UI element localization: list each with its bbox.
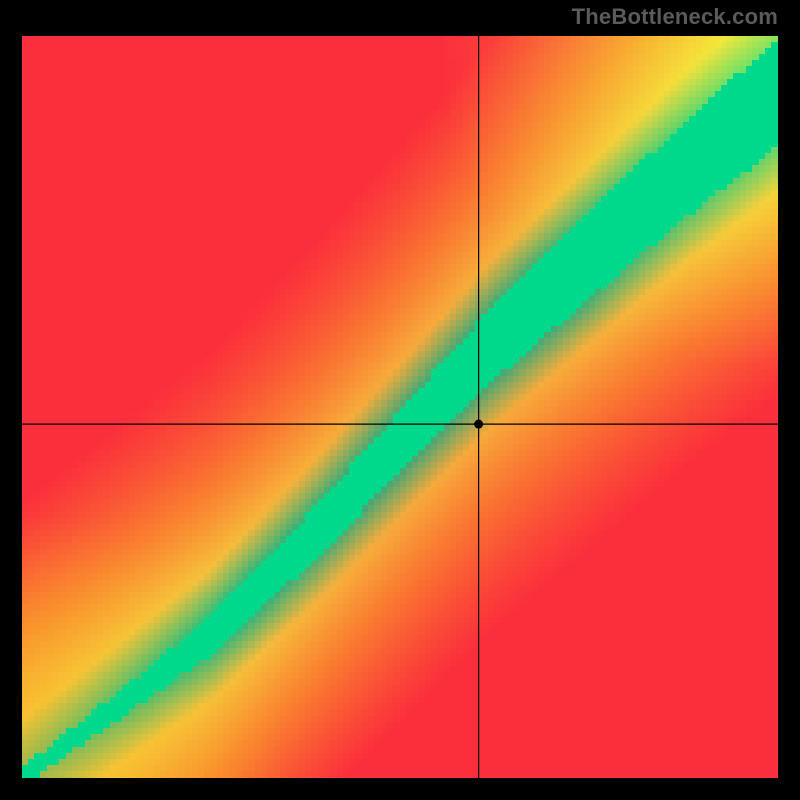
- chart-wrapper: TheBottleneck.com: [0, 0, 800, 800]
- heatmap-canvas: [22, 36, 778, 778]
- attribution-text: TheBottleneck.com: [572, 4, 778, 30]
- bottleneck-heatmap: [22, 36, 778, 778]
